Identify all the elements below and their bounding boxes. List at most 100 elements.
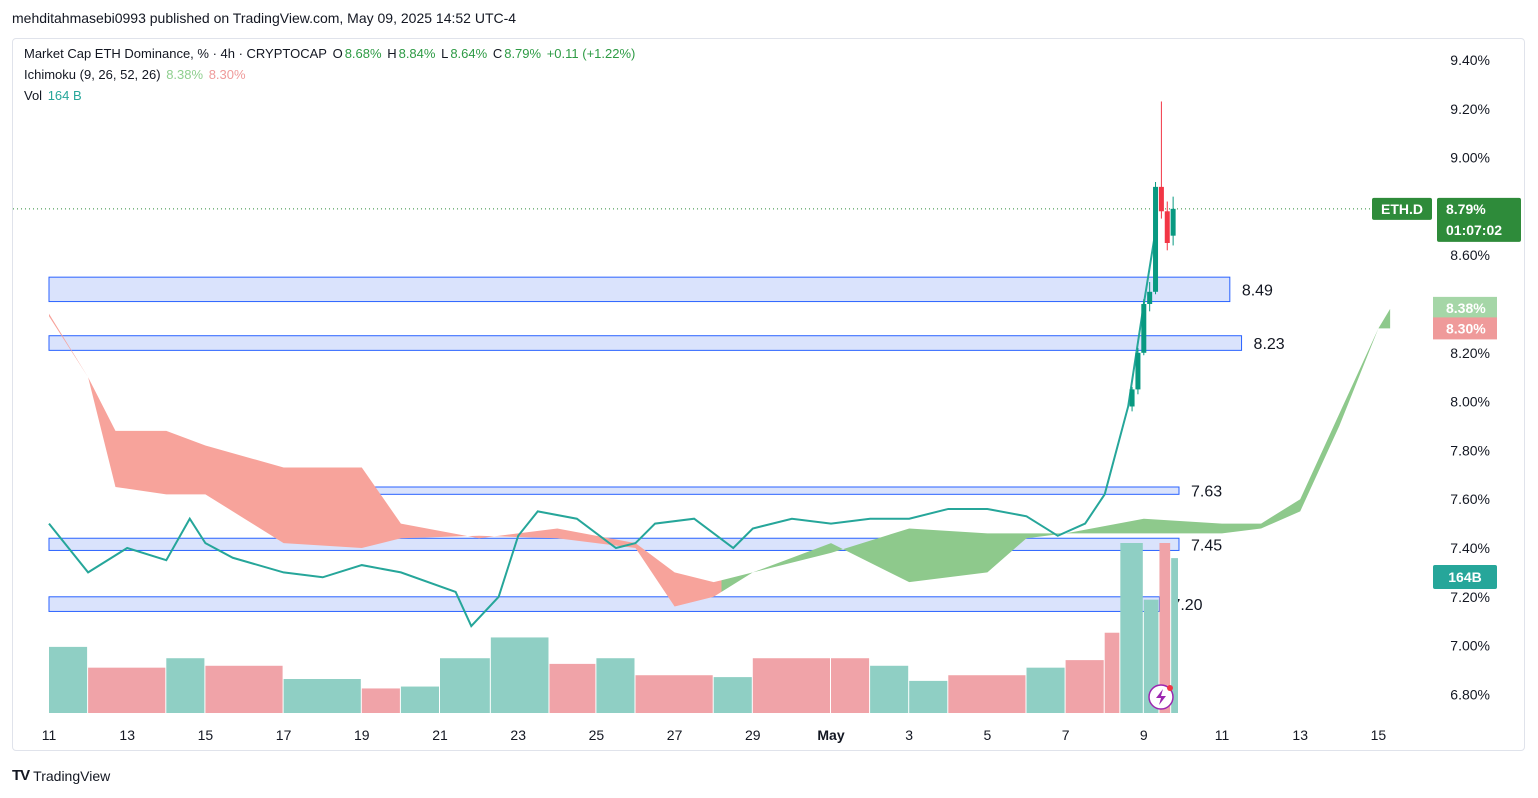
volume-bar: [870, 665, 909, 713]
footer-branding[interactable]: TV TradingView: [12, 767, 110, 784]
symbol-line: Market Cap ETH Dominance, % · 4h · CRYPT…: [24, 46, 327, 61]
volume-bar: [549, 663, 596, 713]
candles: [1129, 101, 1176, 412]
y-tick-label: 7.20%: [1450, 589, 1490, 605]
y-tick-label: 7.80%: [1450, 442, 1490, 458]
ichimoku-a-tag-label: 8.38%: [1446, 300, 1486, 316]
volume-bar: [1143, 599, 1159, 713]
candle-body[interactable]: [1129, 389, 1135, 407]
x-tick-label: 5: [984, 727, 992, 743]
volume-bar: [1065, 660, 1104, 713]
symbol-tag-label: ETH.D: [1381, 201, 1423, 217]
ichimoku-a-tag: [1433, 296, 1497, 319]
ichimoku-span-a-value: 8.38%: [166, 67, 204, 82]
x-tick-label: May: [817, 727, 844, 743]
zone-label: 8.49: [1242, 282, 1273, 299]
candle-body[interactable]: [1147, 291, 1153, 304]
volume-bar: [635, 675, 713, 713]
volume-bar: [1171, 558, 1178, 713]
x-tick-label: 21: [432, 727, 448, 743]
candle-body[interactable]: [1158, 186, 1164, 212]
y-tick-label: 8.60%: [1450, 247, 1490, 263]
candle-body[interactable]: [1135, 352, 1141, 390]
horizontal-zones: 8.49 8.23 7.63 7.45 7.20: [48, 276, 1285, 614]
zone-label: 7.20: [1171, 597, 1202, 614]
low-label: L: [441, 46, 449, 61]
tradingview-logo-icon: TV: [12, 767, 30, 784]
volume-tag-label: 164B: [1448, 569, 1481, 585]
close-value: 8.79%: [504, 46, 542, 61]
volume-bar: [490, 637, 549, 713]
zone-label: 8.23: [1254, 336, 1285, 353]
y-tick-label: 7.60%: [1450, 491, 1490, 507]
x-tick-label: 25: [589, 727, 605, 743]
volume-bars: [49, 543, 1178, 713]
x-tick-label: 15: [198, 727, 214, 743]
x-axis: 11 13 15 17 19 21 23 25 27 29 May 3 5 7 9 11 13 15: [42, 727, 1387, 743]
volume-bar: [1159, 543, 1171, 713]
volume-value: 164 B: [47, 88, 82, 103]
symbol-tag: [1372, 197, 1432, 220]
x-tick-label: 29: [745, 727, 761, 743]
volume-bar: [1120, 543, 1143, 713]
volume-bar: [713, 677, 752, 713]
volume-bar: [440, 658, 490, 713]
zone-label: 7.45: [1191, 537, 1222, 554]
high-label: H: [387, 46, 397, 61]
y-tick-label: 8.20%: [1450, 345, 1490, 361]
open-value: 8.68%: [344, 46, 382, 61]
price-tags: ETH.D 8.79% 01:07:02 8.38% 8.30% 164B: [1372, 197, 1521, 589]
y-tick-label: 9.40%: [1450, 52, 1490, 68]
publisher-line: mehditahmasebi0993 published on TradingV…: [12, 10, 517, 26]
candle-body[interactable]: [1164, 211, 1170, 243]
volume-bar: [283, 679, 361, 713]
x-tick-label: 13: [1292, 727, 1308, 743]
price-line: [48, 230, 1157, 628]
volume-bar: [205, 665, 283, 713]
tradingview-brand: TradingView: [33, 767, 111, 784]
volume-bar: [400, 686, 439, 713]
ichimoku-cloud: [49, 308, 1391, 607]
candle-body[interactable]: [1170, 208, 1176, 236]
volume-legend[interactable]: Vol 164 B: [24, 88, 84, 103]
ichimoku-b-tag: [1433, 317, 1497, 340]
change-value: +0.11 (+1.22%): [546, 46, 636, 61]
zone-box[interactable]: [48, 596, 1160, 612]
x-tick-label: 19: [354, 727, 370, 743]
high-value: 8.84%: [398, 46, 436, 61]
ichimoku-cloud-bearish: [49, 313, 722, 607]
countdown-label: 01:07:02: [1446, 222, 1502, 238]
y-tick-label: 7.00%: [1450, 638, 1490, 654]
volume-bar: [909, 680, 948, 713]
symbol-legend[interactable]: Market Cap ETH Dominance, % · 4h · CRYPT…: [24, 46, 637, 61]
x-tick-label: 23: [510, 727, 526, 743]
volume-bar: [166, 658, 205, 713]
flash-icon[interactable]: [1148, 684, 1174, 710]
zone-box[interactable]: [48, 335, 1243, 351]
y-tick-label: 9.20%: [1450, 101, 1490, 117]
open-label: O: [332, 46, 343, 61]
ichimoku-span-b-value: 8.30%: [208, 67, 246, 82]
x-tick-label: 17: [276, 727, 292, 743]
last-price-label: 8.79%: [1446, 201, 1486, 217]
low-value: 8.64%: [450, 46, 488, 61]
y-tick-label: 6.80%: [1450, 686, 1490, 702]
x-tick-label: 7: [1062, 727, 1070, 743]
zone-label: 7.63: [1191, 484, 1222, 501]
x-tick-label: 27: [667, 727, 683, 743]
x-tick-label: 9: [1140, 727, 1148, 743]
ichimoku-label: Ichimoku (9, 26, 52, 26): [24, 67, 161, 82]
candle-body[interactable]: [1153, 186, 1159, 292]
ichimoku-legend[interactable]: Ichimoku (9, 26, 52, 26) 8.38% 8.30%: [24, 67, 248, 82]
volume-bar: [1104, 632, 1120, 713]
chart-frame: [12, 38, 1525, 751]
candle-body[interactable]: [1141, 304, 1147, 353]
y-axis: 9.40% 9.20% 9.00% 8.60% 8.20% 8.00% 7.80% 7.60%…: [1450, 52, 1490, 702]
volume-bar: [361, 688, 400, 713]
x-tick-label: 11: [1215, 727, 1230, 743]
zone-box[interactable]: [48, 276, 1231, 303]
x-tick-label: 11: [42, 727, 57, 743]
y-tick-label: 9.00%: [1450, 150, 1490, 166]
ichimoku-b-tag-label: 8.30%: [1446, 320, 1486, 336]
